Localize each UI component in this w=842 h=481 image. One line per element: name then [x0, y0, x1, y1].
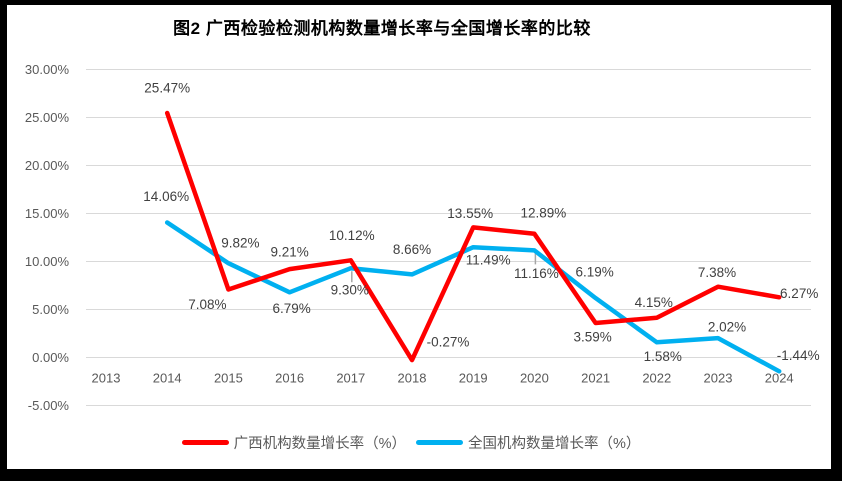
- legend-label-national: 全国机构数量增长率（%）: [468, 435, 641, 452]
- y-axis-tick-label: -5.00%: [28, 398, 70, 413]
- data-label-guangxi-2023: 7.38%: [698, 265, 736, 280]
- x-axis-tick-label: 2024: [765, 371, 794, 386]
- data-label-guangxi-2018: -0.27%: [427, 335, 470, 350]
- data-label-guangxi-2021: 3.59%: [573, 330, 611, 345]
- legend-item-guangxi: 广西机构数量增长率（%）: [181, 432, 406, 453]
- data-label-guangxi-2015: 7.08%: [188, 297, 226, 312]
- x-axis-tick-label: 2022: [642, 371, 671, 386]
- x-axis-tick-label: 2014: [153, 371, 182, 386]
- x-axis-tick-label: 2023: [704, 371, 733, 386]
- y-axis-tick-label: 30.00%: [25, 62, 70, 77]
- data-label-guangxi-2014: 25.47%: [144, 80, 190, 95]
- x-axis-tick-label: 2013: [92, 371, 121, 386]
- data-label-national-2022: 1.58%: [644, 349, 682, 364]
- chart-title: 图2 广西检验检测机构数量增长率与全国增长率的比较: [173, 19, 591, 38]
- y-axis-tick-label: 10.00%: [25, 254, 70, 269]
- data-label-national-2018: 8.66%: [393, 242, 431, 257]
- legend: 广西机构数量增长率（%） 全国机构数量增长率（%）: [7, 430, 823, 454]
- data-label-national-2014: 14.06%: [143, 189, 189, 204]
- y-axis-tick-label: 0.00%: [32, 350, 69, 365]
- y-axis-tick-label: 20.00%: [25, 158, 70, 173]
- x-axis-tick-label: 2021: [581, 371, 610, 386]
- data-label-national-2024: -1.44%: [777, 348, 820, 363]
- data-label-guangxi-2019: 13.55%: [447, 206, 493, 221]
- x-axis-tick-label: 2020: [520, 371, 549, 386]
- x-axis-tick-label: 2017: [336, 371, 365, 386]
- data-label-guangxi-2016: 9.21%: [270, 245, 308, 260]
- data-label-national-2020: 11.16%: [514, 266, 559, 281]
- data-label-national-2019: 11.49%: [466, 253, 511, 268]
- data-label-national-2016: 6.79%: [272, 301, 310, 316]
- legend-item-national: 全国机构数量增长率（%）: [416, 432, 640, 453]
- y-axis-tick-label: 15.00%: [25, 206, 70, 221]
- x-axis-tick-label: 2019: [459, 371, 488, 386]
- data-label-guangxi-2017: 10.12%: [329, 228, 375, 243]
- data-label-national-2023: 2.02%: [708, 320, 746, 335]
- x-axis-tick-label: 2018: [398, 371, 427, 386]
- data-label-guangxi-2022: 4.15%: [635, 295, 673, 310]
- data-label-guangxi-2020: 12.89%: [521, 205, 567, 220]
- legend-swatch-guangxi-red-line-icon: [181, 439, 229, 445]
- series-line-guangxi: [164, 110, 782, 363]
- y-axis-tick-label: 25.00%: [25, 110, 70, 125]
- plot-area: 30.00% 25.00% 20.00% 15.00% 10.00% 5.00% 0.00%…: [25, 62, 820, 413]
- data-label-national-2021: 6.19%: [575, 265, 613, 280]
- y-axis-tick-label: 5.00%: [32, 302, 69, 317]
- data-label-national-2015: 9.82%: [221, 236, 259, 251]
- series-line-national: [164, 220, 782, 374]
- x-axis-tick-label: 2016: [275, 371, 304, 386]
- legend-label-guangxi: 广西机构数量增长率（%）: [233, 435, 406, 452]
- data-label-guangxi-2024: 6.27%: [780, 286, 818, 301]
- data-label-national-2017: 9.30%: [331, 283, 369, 298]
- x-axis-tick-label: 2015: [214, 371, 243, 386]
- legend-swatch-national-blue-line-icon: [416, 439, 463, 445]
